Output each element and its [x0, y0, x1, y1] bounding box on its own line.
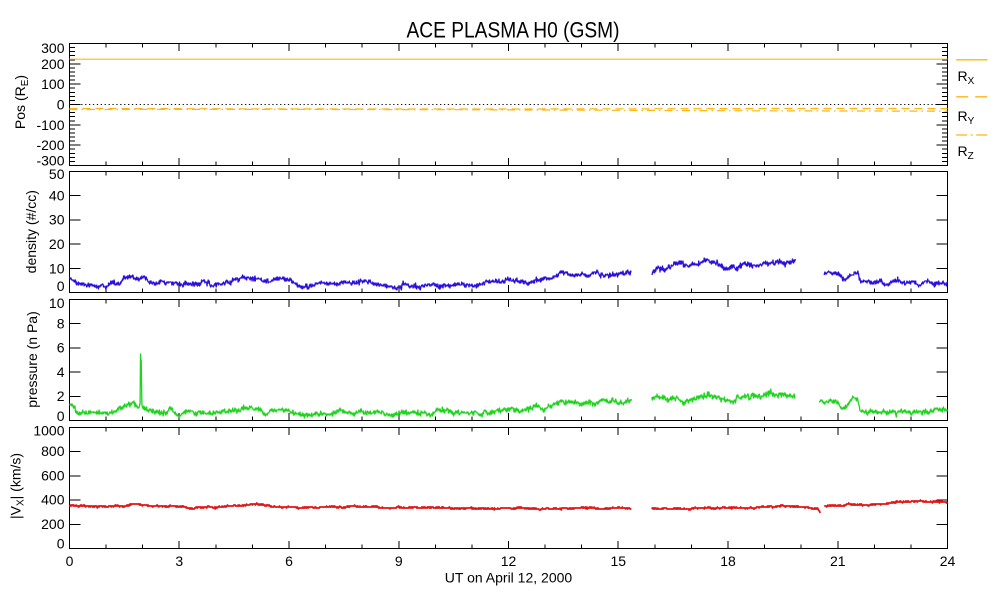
svg-text:-300: -300	[36, 152, 64, 168]
svg-text:18: 18	[720, 553, 736, 569]
svg-text:0: 0	[66, 553, 74, 569]
svg-text:ACE PLASMA H0 (GSM): ACE PLASMA H0 (GSM)	[407, 18, 620, 43]
svg-text:UT on April 12, 2000: UT on April 12, 2000	[445, 570, 573, 586]
svg-text:0: 0	[57, 97, 65, 113]
svg-text:50: 50	[49, 166, 65, 182]
svg-text:100: 100	[41, 76, 65, 92]
svg-text:24: 24	[940, 553, 956, 569]
svg-text:200: 200	[41, 516, 65, 532]
svg-text:20: 20	[49, 236, 65, 252]
svg-text:6: 6	[57, 340, 65, 356]
svg-text:-200: -200	[36, 137, 64, 153]
svg-text:3: 3	[175, 553, 183, 569]
svg-text:800: 800	[41, 443, 65, 459]
svg-text:300: 300	[41, 40, 65, 56]
svg-text:0: 0	[57, 408, 65, 424]
svg-text:21: 21	[830, 553, 846, 569]
svg-text:12: 12	[501, 553, 517, 569]
svg-text:8: 8	[57, 315, 65, 331]
svg-text:400: 400	[41, 492, 65, 508]
svg-text:Pos (RE​): Pos (RE​)	[12, 75, 31, 129]
svg-text:0: 0	[57, 536, 65, 552]
svg-text:40: 40	[49, 188, 65, 204]
svg-text:1000: 1000	[33, 422, 64, 438]
svg-text:0: 0	[57, 278, 65, 294]
svg-text:600: 600	[41, 468, 65, 484]
svg-text:4: 4	[57, 364, 65, 380]
svg-text:pressure (n Pa): pressure (n Pa)	[24, 311, 40, 407]
svg-text:6: 6	[285, 553, 293, 569]
svg-text:10: 10	[49, 260, 65, 276]
svg-text:30: 30	[49, 212, 65, 228]
svg-text:2: 2	[57, 388, 65, 404]
svg-text:10: 10	[49, 295, 65, 311]
svg-text:-100: -100	[36, 117, 64, 133]
svg-text:density (#/cc): density (#/cc)	[23, 190, 39, 273]
svg-text:9: 9	[395, 553, 403, 569]
svg-text:|VX​| (km/s): |VX​| (km/s)	[8, 453, 27, 519]
svg-text:15: 15	[610, 553, 626, 569]
svg-text:200: 200	[41, 56, 65, 72]
